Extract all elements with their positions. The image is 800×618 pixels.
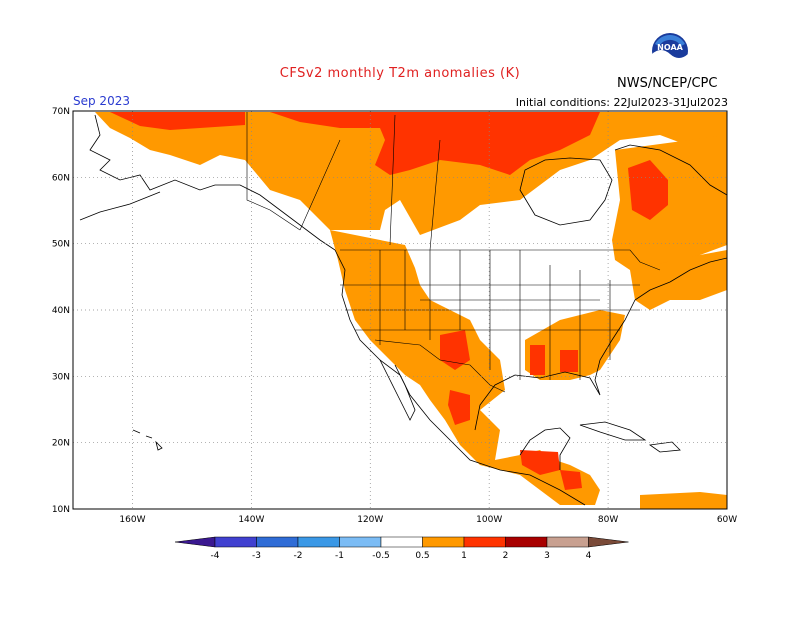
lat-label: 40N [52,306,70,316]
lon-label: 100W [476,515,502,525]
longitude-labels: 160W 140W 120W 100W 80W 60W [119,515,737,525]
lat-label: 60N [52,173,70,183]
northeast-coast [669,257,727,283]
valid-month-label: Sep 2023 [73,94,130,108]
lat-label: 30N [52,372,70,382]
colorbar-segment [380,536,423,548]
alaska-coast [89,114,336,251]
colorbar-arrow-low [174,536,216,548]
lon-label: 60W [717,515,737,525]
lat-label: 50N [52,240,70,250]
colorbar-segment [339,536,382,548]
colorbar-tick-label: -0.5 [372,551,390,561]
colorbar-segment [463,536,506,548]
lon-label: 140W [238,515,264,525]
colorbar-tick-label: 1 [461,551,467,561]
colorbar-arrow-high [588,536,629,548]
lon-label: 80W [598,515,618,525]
graticule [73,111,727,509]
initial-conditions-label: Initial conditions: 22Jul2023-31Jul2023 [515,96,728,109]
gulf-coast [474,281,671,431]
colorbar-segment [256,536,299,548]
colorbar-tick-label: 2 [503,551,509,561]
lon-label: 160W [119,515,145,525]
alaska-border [246,112,301,231]
colorbar-tick-label: 3 [544,551,550,561]
labrador-coast [614,144,727,196]
colorbar-tick-label: -3 [252,551,261,561]
hudson-bay [519,157,613,226]
us-canada-border [340,249,661,271]
hawaii [132,429,163,451]
colorbar-tick-label: 4 [586,551,592,561]
colorbar-tick-label: -2 [294,551,303,561]
colorbar-segment [297,536,340,548]
colorbar-segment [546,536,589,548]
colorbar: -4 -3 -2 -1 -0.5 0.5 1 2 3 4 [174,536,629,561]
agency-label: NWS/NCEP/CPC [617,76,718,91]
map-title: CFSv2 monthly T2m anomalies (K) [279,66,521,81]
map-border [72,110,728,510]
hispaniola [648,441,681,453]
anomaly-1-2-regions [110,112,668,490]
latitude-labels: 70N 60N 50N 40N 30N 20N 10N [52,107,70,515]
colorbar-segment [505,536,548,548]
yucatan [519,427,571,470]
west-coast [334,249,586,506]
colorbar-segment [214,536,257,548]
us-mexico-border [374,339,506,393]
lat-label: 20N [52,439,70,449]
cuba [579,421,647,441]
coastlines [79,114,727,506]
borders [246,112,661,393]
colorbar-tick-label: -1 [335,551,344,561]
colorbar-tick-label: 0.5 [415,551,429,561]
lon-label: 120W [357,515,383,525]
noaa-logo: NOAA [651,32,689,74]
lat-label: 70N [52,107,70,117]
canada-provinces [299,114,441,251]
colorbar-segment [422,536,465,548]
logo-text: NOAA [657,43,683,52]
colorbar-tick-label: -4 [211,551,220,561]
baja-peninsula [379,359,416,421]
lat-label: 10N [52,505,70,515]
aleutian-chain [79,191,161,221]
